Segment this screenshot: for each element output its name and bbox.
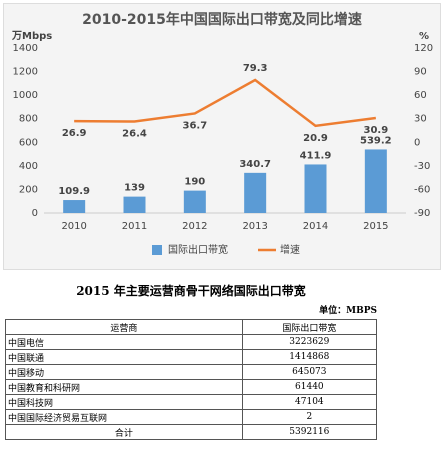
table-cell: 1414868: [241, 349, 378, 365]
table: 运营商 国际出口带宽 中国电信 3223629 中国联通 1414868 中国移动 64507…: [5, 319, 378, 440]
bar: [364, 149, 387, 213]
x-tick-label: 2012: [182, 221, 207, 232]
table-cell: 中国科技网: [5, 394, 243, 410]
bar-value-label: 411.9: [300, 150, 332, 161]
x-tick-label: 2010: [61, 221, 86, 232]
y-tick-label: 0: [32, 208, 38, 219]
table-row: 中国教育和科研网 61440: [5, 379, 378, 395]
y2-tick-label: -60: [414, 184, 430, 195]
legend-label: 增速: [280, 243, 300, 256]
line: [74, 78, 376, 128]
y-tick-label: 400: [19, 161, 38, 172]
line-value-label: 26.9: [62, 128, 87, 139]
x-tick-label: 2015: [363, 221, 388, 232]
y2-tick-label: -90: [414, 208, 430, 219]
table-cell: 645073: [241, 364, 378, 380]
line-value-label: 79.3: [243, 63, 268, 74]
table-cell: 中国联通: [5, 349, 243, 365]
chart: 2010-2015年中国国际出口带宽及同比增速 万Mbps % 0 200 400 6…: [11, 11, 433, 256]
table-cell: 2: [241, 409, 378, 425]
table-cell: 中国国际经济贸易互联网: [5, 409, 243, 425]
table-cell: 中国电信: [5, 334, 243, 350]
y2-tick-label: 90: [414, 67, 427, 78]
table-cell: 合计: [5, 424, 243, 440]
table-unit: 单位：MBPS: [319, 306, 377, 316]
table-title: 2015 年主要运营商骨干网络国际出口带宽: [76, 284, 306, 298]
table-cell: 61440: [241, 379, 378, 395]
bar-value-label: 139: [124, 183, 145, 194]
bar: [183, 190, 206, 213]
table-cell: 运营商: [5, 319, 243, 335]
legend-label: 国际出口带宽: [168, 243, 228, 256]
table-row: 中国移动 645073: [5, 364, 378, 380]
bar-value-label: 190: [184, 177, 205, 188]
line-value-label: 20.9: [303, 133, 328, 144]
y2-axis-label: %: [419, 31, 429, 42]
bar-value-label: 109.9: [58, 186, 90, 197]
bar: [123, 196, 146, 213]
bar-value-label: 539.2: [360, 135, 392, 146]
y-tick-label: 600: [19, 137, 38, 148]
table-cell: 中国教育和科研网: [5, 379, 243, 395]
y-tick-label: 800: [19, 114, 38, 125]
table-row: 合计 5392116: [5, 424, 378, 440]
table-cell: 中国移动: [5, 364, 243, 380]
bar: [244, 172, 267, 213]
y-tick-label: 1000: [13, 90, 38, 101]
table-cell: 国际出口带宽: [241, 319, 378, 335]
table-row: 中国国际经济贸易互联网 2: [5, 409, 378, 425]
table-cell: 3223629: [241, 334, 378, 350]
bar: [63, 200, 86, 213]
line-value-label: 26.4: [122, 129, 147, 140]
x-tick-label: 2014: [303, 221, 328, 232]
legend-swatch: [152, 245, 162, 255]
table-section: 2015 年主要运营商骨干网络国际出口带宽 单位：MBPS 运营商 国际出口带宽中…: [5, 282, 378, 440]
y2-tick-label: 0: [414, 137, 420, 148]
table-cell: 47104: [241, 394, 378, 410]
table-cell: 5392116: [241, 424, 378, 440]
line-value-label: 30.9: [363, 125, 388, 136]
y-tick-label: 1400: [13, 43, 38, 54]
line-value-label: 36.7: [182, 120, 207, 131]
y2-tick-label: 120: [414, 43, 433, 54]
table-row: 运营商 国际出口带宽: [5, 319, 378, 335]
y2-tick-label: -30: [414, 161, 430, 172]
bar-value-label: 340.7: [239, 159, 271, 170]
x-tick-label: 2011: [122, 221, 147, 232]
x-tick-label: 2013: [242, 221, 267, 232]
y2-tick-label: 30: [414, 114, 427, 125]
table-row: 中国科技网 47104: [5, 394, 378, 410]
table-row: 中国电信 3223629: [5, 334, 378, 350]
y-axis-label: 万Mbps: [11, 30, 52, 42]
bar: [304, 164, 327, 213]
y-tick-label: 200: [19, 184, 38, 195]
table-row: 中国联通 1414868: [5, 349, 378, 365]
y2-tick-label: 60: [414, 90, 427, 101]
chart-panel: 2010-2015年中国国际出口带宽及同比增速 万Mbps % 0 200 400 6…: [3, 3, 441, 270]
chart-title: 2010-2015年中国国际出口带宽及同比增速: [82, 11, 362, 28]
y-tick-label: 1200: [13, 67, 38, 78]
